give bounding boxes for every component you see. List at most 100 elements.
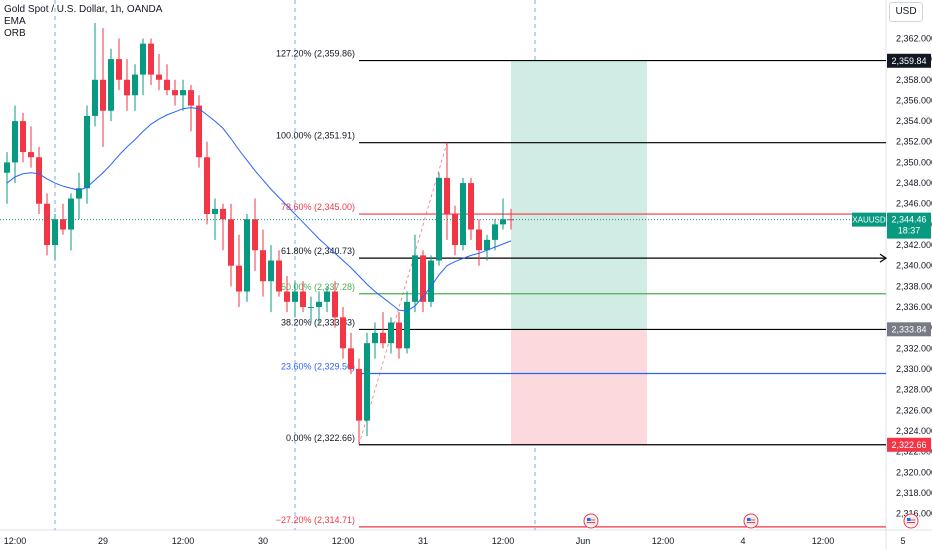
candle bbox=[364, 332, 370, 437]
price-tick-label: 2,336.000 bbox=[896, 302, 932, 312]
candle bbox=[428, 255, 434, 308]
candle bbox=[324, 286, 330, 313]
candle-body bbox=[292, 291, 298, 302]
price-tick-label: 2,356.000 bbox=[896, 95, 932, 105]
axis-price-tag-text: 2,359.84 bbox=[891, 56, 926, 66]
candle-body bbox=[332, 291, 338, 318]
candle bbox=[204, 141, 210, 225]
candle bbox=[12, 105, 18, 184]
last-price-text: 2,344.46 bbox=[891, 215, 926, 225]
candle bbox=[252, 198, 258, 271]
time-tick-label: 12:00 bbox=[332, 536, 355, 546]
candle-body bbox=[500, 219, 506, 225]
candle bbox=[484, 234, 490, 261]
chart-legend: Gold Spot / U.S. Dollar, 1h, OANDA EMA O… bbox=[4, 4, 162, 40]
legend-title: Gold Spot / U.S. Dollar, 1h, OANDA bbox=[4, 4, 163, 15]
candle bbox=[140, 38, 146, 96]
candle bbox=[36, 146, 42, 215]
candle-body bbox=[404, 301, 410, 349]
candle-body bbox=[340, 317, 346, 349]
price-tick-label: 2,332.000 bbox=[896, 343, 932, 353]
candle-body bbox=[244, 219, 250, 292]
candle-body bbox=[252, 219, 258, 251]
candle bbox=[124, 59, 130, 111]
time-tick-label: 12:00 bbox=[492, 536, 515, 546]
price-tick-label: 2,350.000 bbox=[896, 157, 932, 167]
candle-body bbox=[108, 59, 114, 111]
candle bbox=[348, 332, 354, 375]
symbol-tag bbox=[852, 212, 886, 227]
candle bbox=[188, 84, 194, 132]
price-tick-label: 2,352.000 bbox=[896, 137, 932, 147]
candle bbox=[44, 193, 50, 256]
price-tick-label: 2,362.000 bbox=[896, 33, 932, 43]
candle bbox=[116, 38, 122, 91]
candle bbox=[284, 276, 290, 313]
candle bbox=[100, 28, 106, 147]
time-tick-label: 12:00 bbox=[652, 536, 675, 546]
candle-body bbox=[396, 322, 402, 349]
symbol-tag-text: XAUUSD bbox=[852, 216, 886, 225]
time-tick-label: 31 bbox=[418, 536, 428, 546]
candle-body bbox=[204, 157, 210, 215]
candle-body bbox=[156, 74, 162, 80]
currency-button[interactable]: USD bbox=[889, 2, 923, 22]
candle bbox=[28, 126, 34, 168]
candle-body bbox=[476, 229, 482, 251]
candle bbox=[260, 229, 266, 297]
price-tick-label: 2,318.000 bbox=[896, 488, 932, 498]
time-tick-label: 5 bbox=[900, 536, 905, 546]
candle bbox=[108, 48, 114, 122]
candle-body bbox=[452, 214, 458, 246]
candle-body bbox=[188, 90, 194, 106]
time-tick-label: 29 bbox=[98, 536, 108, 546]
fib-level-label: 78.60% (2,345.00) bbox=[281, 202, 355, 212]
candle-body bbox=[12, 121, 18, 163]
time-tick-label: 12:00 bbox=[4, 536, 27, 546]
candle bbox=[180, 79, 186, 111]
price-tick-label: 2,316.000 bbox=[896, 509, 932, 519]
candle bbox=[292, 281, 298, 318]
candle bbox=[84, 105, 90, 204]
candle bbox=[468, 177, 474, 240]
candle bbox=[420, 250, 426, 313]
candle-body bbox=[92, 79, 98, 116]
candle bbox=[380, 312, 386, 349]
candle-body bbox=[420, 255, 426, 302]
us-flag-event-icon[interactable] bbox=[743, 513, 759, 529]
time-tick-label: 12:00 bbox=[172, 536, 195, 546]
candle-body bbox=[300, 291, 306, 308]
candle bbox=[332, 281, 338, 328]
candle-body bbox=[116, 59, 122, 80]
price-tick-label: 2,358.000 bbox=[896, 75, 932, 85]
axis-price-tag bbox=[887, 437, 931, 452]
candle-body bbox=[124, 79, 130, 96]
price-tick-label: 2,330.000 bbox=[896, 364, 932, 374]
candle-body bbox=[84, 115, 90, 189]
candle bbox=[68, 193, 74, 251]
candle-body bbox=[4, 162, 10, 173]
candle-body bbox=[164, 79, 170, 91]
candle-body bbox=[212, 208, 218, 215]
us-flag-event-icon[interactable] bbox=[583, 513, 599, 529]
fib-level-label: 23.60% (2,329.56) bbox=[281, 362, 355, 372]
axis-price-tag-text: 2,322.66 bbox=[891, 440, 926, 450]
us-flag-event-icon[interactable] bbox=[903, 513, 919, 529]
candle-body bbox=[68, 198, 74, 230]
price-tick-label: 2,342.000 bbox=[896, 240, 932, 250]
fib-arrowhead bbox=[879, 253, 888, 263]
candle bbox=[316, 291, 322, 323]
legend-ema[interactable]: EMA bbox=[4, 16, 26, 27]
candle-body bbox=[76, 188, 82, 199]
candle bbox=[412, 234, 418, 313]
candle bbox=[396, 312, 402, 359]
legend-orb[interactable]: ORB bbox=[4, 28, 26, 39]
candle bbox=[340, 307, 346, 359]
candle-body bbox=[468, 183, 474, 230]
candle bbox=[308, 296, 314, 323]
candle bbox=[372, 322, 378, 359]
price-tick-label: 2,354.000 bbox=[896, 116, 932, 126]
candle bbox=[460, 177, 466, 251]
fib-level-label: 0.00% (2,322.66) bbox=[286, 433, 355, 443]
